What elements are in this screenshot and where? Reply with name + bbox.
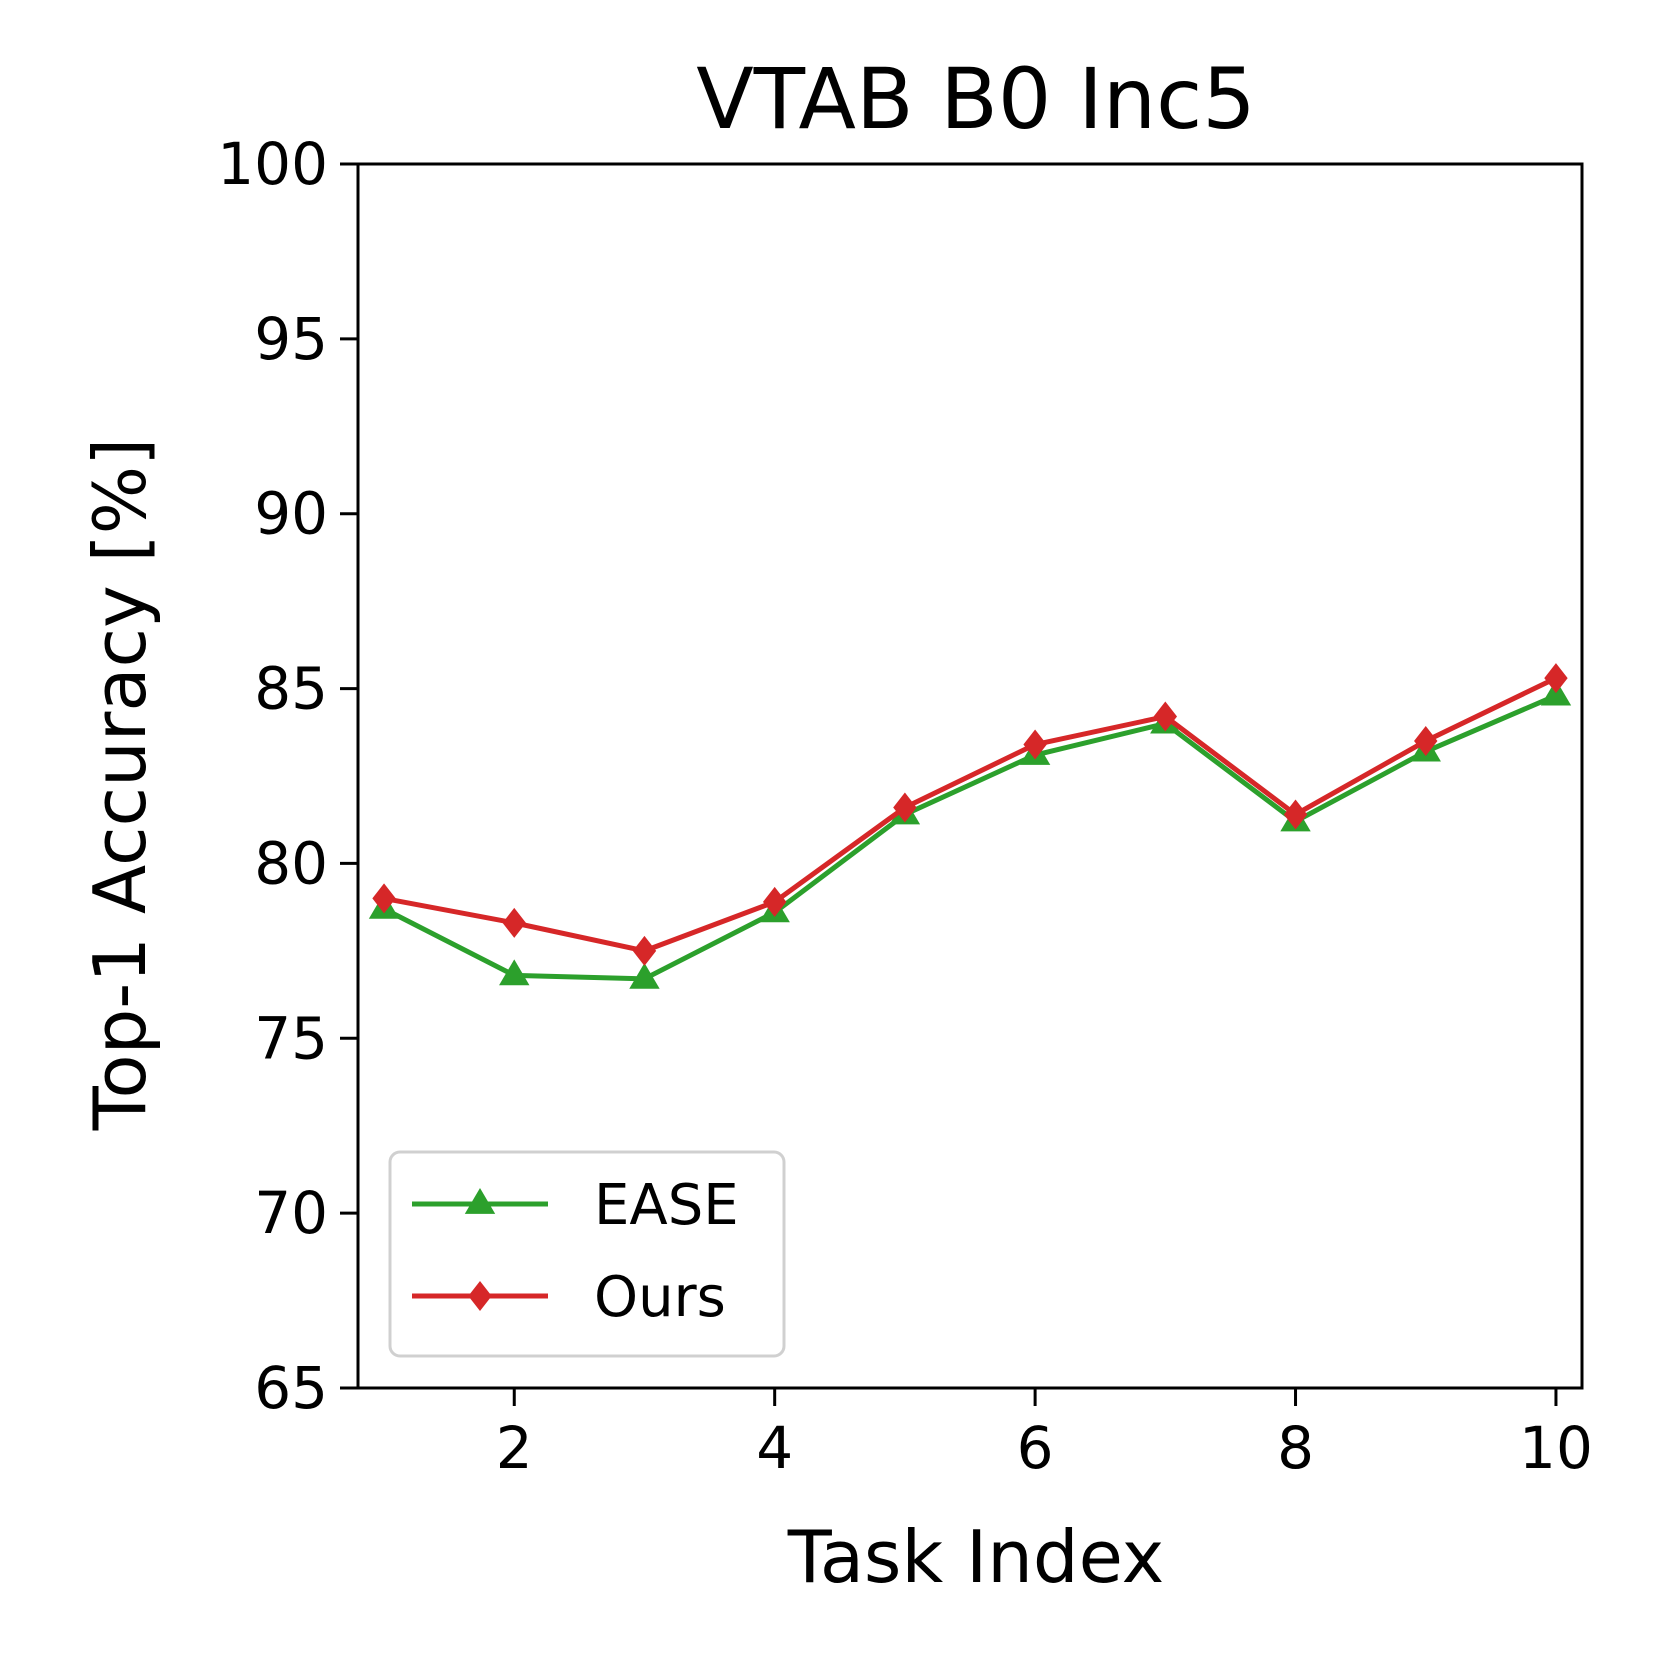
data-point-ours <box>1283 799 1308 830</box>
chart-title: VTAB B0 Inc5 <box>696 50 1255 148</box>
legend-label-ours: Ours <box>594 1265 726 1330</box>
data-point-ours <box>762 886 787 917</box>
y-axis-label: Top-1 Accuracy [%] <box>78 438 162 1131</box>
data-point-ours <box>1153 701 1178 732</box>
data-point-ours <box>893 792 917 823</box>
y-tick-label: 75 <box>254 1004 328 1072</box>
legend-marker-ease <box>464 1188 496 1214</box>
y-tick-label: 100 <box>217 130 328 198</box>
data-point-ours <box>1544 663 1568 694</box>
y-tick-label: 80 <box>254 829 328 897</box>
series-line-ours <box>383 675 1558 954</box>
plot-area: 65 70 75 80 85 90 95 100 2 4 6 8 10 <box>217 130 1593 1482</box>
legend: EASE Ours <box>388 1150 786 1358</box>
data-point-ease <box>629 962 660 989</box>
data-point-ease <box>499 959 530 986</box>
x-tick-label: 4 <box>756 1414 793 1482</box>
data-point-ours <box>632 935 657 966</box>
x-tick-label: 10 <box>1519 1414 1593 1482</box>
data-point-ours <box>372 883 396 914</box>
y-tick-label: 85 <box>254 655 328 723</box>
series-line-ease <box>382 693 1557 982</box>
legend-label-ease: EASE <box>594 1173 739 1238</box>
data-point-ours <box>1023 729 1047 760</box>
y-tick-label: 95 <box>254 305 328 373</box>
legend-marker-ours <box>468 1281 492 1311</box>
x-axis-label: Task Index <box>787 1515 1165 1599</box>
data-point-ours <box>1414 726 1438 757</box>
plot-frame <box>356 162 1584 1390</box>
x-tick-label: 2 <box>496 1414 533 1482</box>
data-point-ours <box>502 907 526 938</box>
x-tick-label: 6 <box>1017 1414 1054 1482</box>
y-tick-label: 90 <box>254 480 328 548</box>
x-tick-label: 8 <box>1277 1414 1314 1482</box>
y-tick-label: 70 <box>254 1179 328 1247</box>
y-tick-label: 65 <box>254 1354 328 1422</box>
